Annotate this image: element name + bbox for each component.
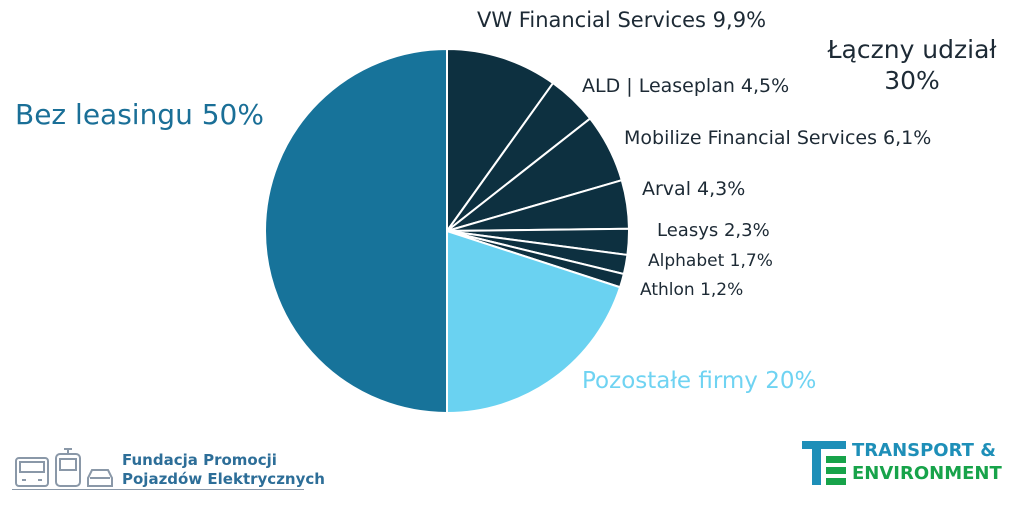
pie-slice-vw — [446, 47, 555, 235]
te-logo-icon — [802, 441, 846, 485]
te-logo-text: TRANSPORT & ENVIRONMENT — [852, 440, 1002, 485]
slice-label-athlon: Athlon 1,2% — [640, 280, 744, 300]
pie-slice-bez-leasingu — [264, 47, 448, 415]
total-share-annotation: Łączny udział 30% — [812, 34, 1012, 97]
slice-label-mobilize-financial-services: Mobilize Financial Services 6,1% — [624, 127, 932, 149]
slice-label-ald-leaseplan: ALD | Leaseplan 4,5% — [582, 75, 790, 97]
slice-label-arval: Arval 4,3% — [642, 178, 746, 200]
total-share-value: 30% — [884, 66, 940, 96]
pie-slice-pozostale — [446, 229, 622, 415]
fpp-logo-divider — [12, 489, 304, 490]
vehicles-logo-icon — [15, 448, 113, 487]
slice-label-alphabet: Alphabet 1,7% — [648, 251, 773, 271]
slice-label-leasys: Leasys 2,3% — [657, 220, 770, 241]
fpp-logo-text: Fundacja Promocji Pojazdów Elektrycznych — [122, 451, 325, 491]
fpp-logo-line1: Fundacja Promocji — [122, 451, 277, 469]
slice-label-vw-financial-services: VW Financial Services 9,9% — [477, 8, 767, 32]
slice-label-bez-leasingu: Bez leasingu 50% — [15, 98, 264, 131]
fpp-logo-line2: Pojazdów Elektrycznych — [122, 469, 325, 488]
te-logo-line1: TRANSPORT & — [852, 440, 996, 461]
slice-label-pozostale-firmy: Pozostałe firmy 20% — [582, 368, 817, 394]
total-share-label: Łączny udział — [827, 35, 997, 64]
te-logo-line2: ENVIRONMENT — [852, 462, 1002, 484]
